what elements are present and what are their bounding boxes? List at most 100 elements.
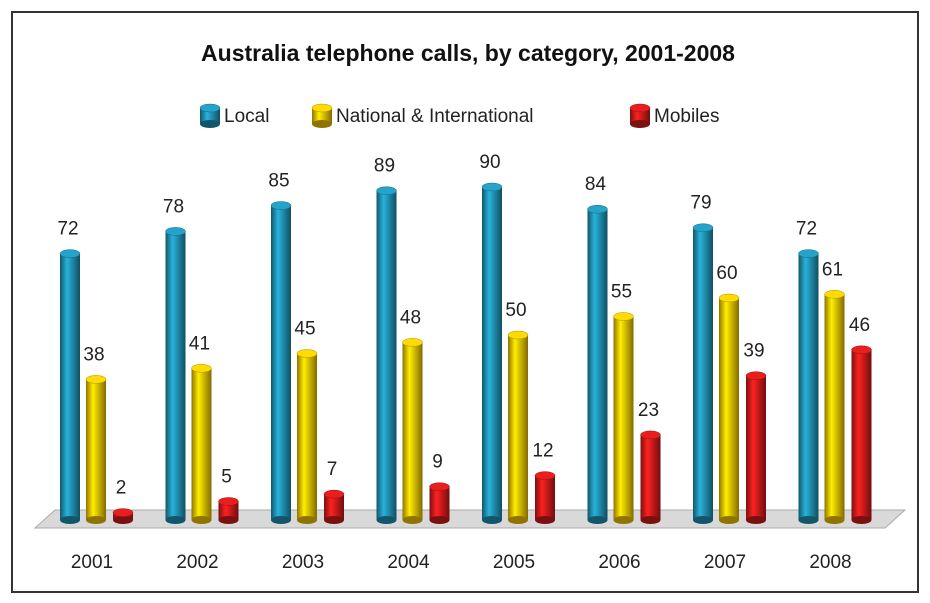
bar (376, 186, 397, 524)
bar-cap (402, 338, 423, 347)
bar-body (630, 108, 650, 124)
value-label: 79 (690, 193, 711, 214)
bar-base (312, 120, 332, 128)
bar-body (640, 434, 661, 520)
value-label: 84 (585, 174, 607, 195)
value-label: 2 (116, 478, 127, 499)
bar-base (746, 516, 766, 524)
bar-cap (640, 430, 661, 440)
bar-base (587, 516, 608, 524)
value-label: 23 (638, 400, 659, 421)
value-label: 12 (532, 441, 553, 462)
legend-label: Local (224, 106, 269, 127)
bar-body (191, 368, 212, 520)
bar-cap (199, 103, 221, 113)
bar-base (402, 516, 423, 524)
bar-body (165, 231, 186, 520)
bar-base (851, 516, 872, 524)
value-label: 9 (432, 452, 443, 473)
bar (85, 375, 107, 524)
bar-cap (270, 201, 292, 210)
bar-base (508, 516, 528, 524)
bar-base (297, 516, 317, 524)
bar (613, 312, 634, 524)
bar-cap (311, 103, 333, 113)
bar-cap (692, 223, 714, 232)
value-label: 60 (716, 263, 737, 284)
bar-cap (481, 182, 503, 192)
bar-body (271, 205, 291, 520)
bar-base (376, 516, 397, 524)
bar (165, 227, 186, 524)
bar-base (86, 516, 106, 524)
bar-body (693, 227, 713, 520)
bar (851, 345, 872, 524)
bar (481, 182, 503, 524)
bar-base (824, 516, 845, 524)
bar-base (613, 516, 634, 524)
bar-body (824, 294, 845, 520)
bar (218, 497, 239, 524)
bar-body (402, 342, 423, 520)
bar-cap (718, 293, 740, 303)
legend-item: National & International (311, 103, 534, 128)
bar-body (587, 209, 608, 520)
x-tick-label: 2002 (176, 552, 218, 573)
bar (191, 364, 212, 524)
bar (112, 508, 134, 524)
bar-base (630, 120, 650, 128)
bar-body (613, 316, 634, 520)
bar-base (798, 516, 819, 524)
bar-body (508, 335, 528, 520)
bar (59, 249, 81, 524)
bar-cap (629, 103, 651, 113)
bar-cap (613, 312, 634, 321)
bar-body (851, 349, 872, 520)
bar-cap (85, 375, 107, 384)
bar (296, 349, 318, 524)
bar-cap (429, 482, 450, 491)
bar-body (482, 187, 502, 520)
bar-body (297, 353, 317, 520)
bar-cap (745, 371, 767, 380)
bar-body (535, 475, 555, 520)
value-label: 90 (479, 152, 500, 173)
x-tick-label: 2007 (704, 552, 746, 573)
x-tick-label: 2006 (598, 552, 640, 573)
value-label: 50 (505, 300, 526, 321)
bar-body (798, 253, 819, 520)
value-label: 45 (294, 319, 315, 340)
bar-body (312, 108, 332, 124)
bar-body (719, 298, 739, 520)
bar-base (200, 120, 220, 128)
chart-frame (11, 11, 919, 593)
bar (323, 489, 345, 524)
x-tick-label: 2003 (282, 552, 324, 573)
value-label: 41 (189, 333, 210, 354)
bar (587, 204, 608, 524)
bar (692, 223, 714, 524)
bar-cap (798, 249, 819, 258)
bar-cap (507, 330, 529, 340)
bar-cap (191, 364, 212, 373)
value-label: 46 (849, 315, 870, 336)
bar-body (746, 375, 766, 520)
value-label: 85 (268, 171, 289, 192)
bar-base (693, 516, 713, 524)
value-label: 7 (327, 459, 338, 480)
bar (507, 330, 529, 524)
bar-base (218, 516, 239, 524)
bar-base (113, 516, 133, 524)
bar (745, 371, 767, 524)
bar (534, 471, 556, 524)
value-label: 78 (163, 196, 184, 217)
bar-body (60, 253, 80, 520)
bar-base (429, 516, 450, 524)
bar-base (324, 516, 344, 524)
bar-cap (534, 471, 556, 480)
bar-body (200, 108, 220, 124)
bar-base (271, 516, 291, 524)
x-tick-label: 2001 (71, 552, 113, 573)
bar-cap (218, 497, 239, 506)
